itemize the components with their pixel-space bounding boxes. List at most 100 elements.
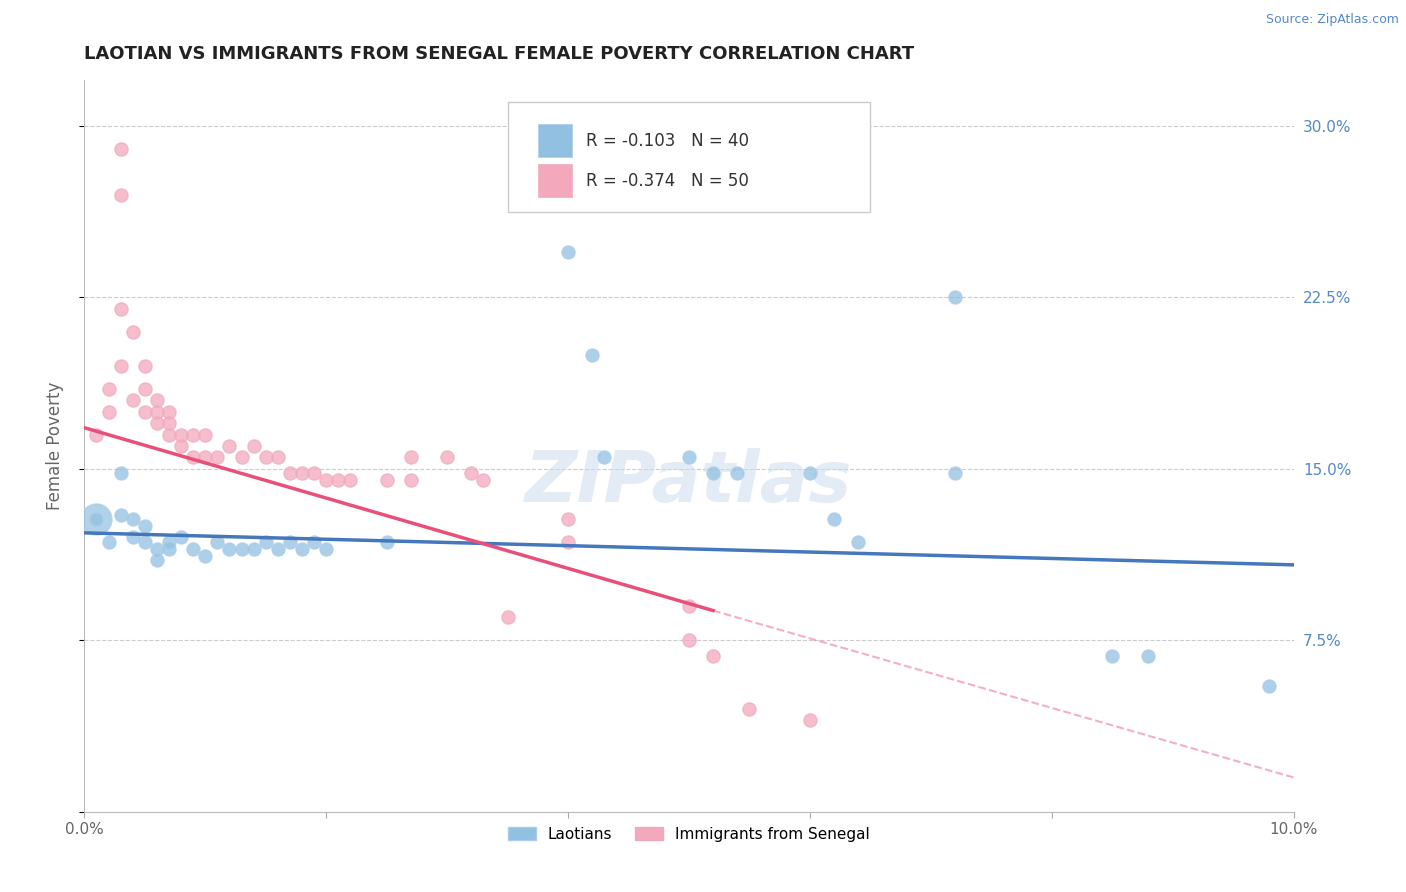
Point xyxy=(134,535,156,549)
Point xyxy=(242,541,264,556)
Point xyxy=(291,467,314,481)
Point xyxy=(678,599,700,613)
Point xyxy=(328,473,350,487)
Point xyxy=(110,187,132,202)
Point xyxy=(207,450,229,465)
Point xyxy=(702,467,724,481)
Point xyxy=(121,393,143,408)
Point xyxy=(557,512,579,526)
Point xyxy=(823,512,845,526)
Text: ZIPatlas: ZIPatlas xyxy=(526,448,852,517)
Point xyxy=(1101,649,1123,664)
Point xyxy=(242,439,264,453)
Point xyxy=(315,473,337,487)
Point xyxy=(157,535,180,549)
Point xyxy=(194,549,217,563)
Point xyxy=(97,382,120,396)
Point xyxy=(1137,649,1160,664)
Point xyxy=(399,473,422,487)
Point xyxy=(121,530,143,544)
Point xyxy=(581,347,603,362)
Point xyxy=(146,541,169,556)
Point xyxy=(110,508,132,522)
Point xyxy=(170,530,193,544)
Point xyxy=(436,450,458,465)
Point xyxy=(557,535,579,549)
Point xyxy=(121,325,143,339)
Point xyxy=(207,535,229,549)
Point xyxy=(799,714,821,728)
Point xyxy=(231,541,253,556)
Point xyxy=(86,512,108,526)
Point xyxy=(157,405,180,419)
Point xyxy=(134,519,156,533)
Point xyxy=(472,473,495,487)
Point xyxy=(557,244,579,259)
Point xyxy=(267,450,290,465)
Legend: Laotians, Immigrants from Senegal: Laotians, Immigrants from Senegal xyxy=(502,821,876,848)
Point xyxy=(460,467,482,481)
Point xyxy=(181,450,204,465)
Point xyxy=(278,467,301,481)
Point xyxy=(86,427,108,442)
Point xyxy=(678,450,700,465)
Point xyxy=(86,512,108,526)
Point xyxy=(110,301,132,316)
Point xyxy=(194,450,217,465)
Point xyxy=(315,541,337,556)
Point xyxy=(678,633,700,648)
Point xyxy=(593,450,616,465)
Point xyxy=(134,382,156,396)
Point xyxy=(181,427,204,442)
Point xyxy=(218,541,240,556)
Point xyxy=(254,450,277,465)
Point xyxy=(943,467,966,481)
Point xyxy=(702,649,724,664)
Point xyxy=(110,142,132,156)
Text: R = -0.374   N = 50: R = -0.374 N = 50 xyxy=(586,172,749,190)
Point xyxy=(146,393,169,408)
Point xyxy=(231,450,253,465)
Point xyxy=(339,473,361,487)
FancyBboxPatch shape xyxy=(538,164,572,197)
FancyBboxPatch shape xyxy=(508,103,870,212)
Point xyxy=(157,541,180,556)
Point xyxy=(110,467,132,481)
Y-axis label: Female Poverty: Female Poverty xyxy=(45,382,63,510)
Point xyxy=(97,405,120,419)
Point xyxy=(302,535,325,549)
Point xyxy=(146,416,169,430)
Point xyxy=(302,467,325,481)
Point xyxy=(146,553,169,567)
Point xyxy=(738,702,761,716)
Point xyxy=(194,427,217,442)
Point xyxy=(1258,679,1281,693)
Text: R = -0.103   N = 40: R = -0.103 N = 40 xyxy=(586,132,749,150)
Point xyxy=(291,541,314,556)
Point xyxy=(399,450,422,465)
Point xyxy=(146,405,169,419)
Text: Source: ZipAtlas.com: Source: ZipAtlas.com xyxy=(1265,13,1399,27)
Point xyxy=(157,427,180,442)
Point xyxy=(375,473,398,487)
Point xyxy=(170,427,193,442)
Point xyxy=(134,359,156,373)
Point xyxy=(254,535,277,549)
Point xyxy=(157,416,180,430)
Point xyxy=(846,535,869,549)
Point xyxy=(170,439,193,453)
Point xyxy=(181,541,204,556)
Point xyxy=(799,467,821,481)
Point xyxy=(943,290,966,304)
Point xyxy=(218,439,240,453)
Point xyxy=(97,535,120,549)
Point xyxy=(375,535,398,549)
Point xyxy=(134,405,156,419)
Point xyxy=(121,512,143,526)
Point xyxy=(725,467,748,481)
FancyBboxPatch shape xyxy=(538,125,572,157)
Point xyxy=(278,535,301,549)
Text: LAOTIAN VS IMMIGRANTS FROM SENEGAL FEMALE POVERTY CORRELATION CHART: LAOTIAN VS IMMIGRANTS FROM SENEGAL FEMAL… xyxy=(84,45,914,63)
Point xyxy=(267,541,290,556)
Point xyxy=(110,359,132,373)
